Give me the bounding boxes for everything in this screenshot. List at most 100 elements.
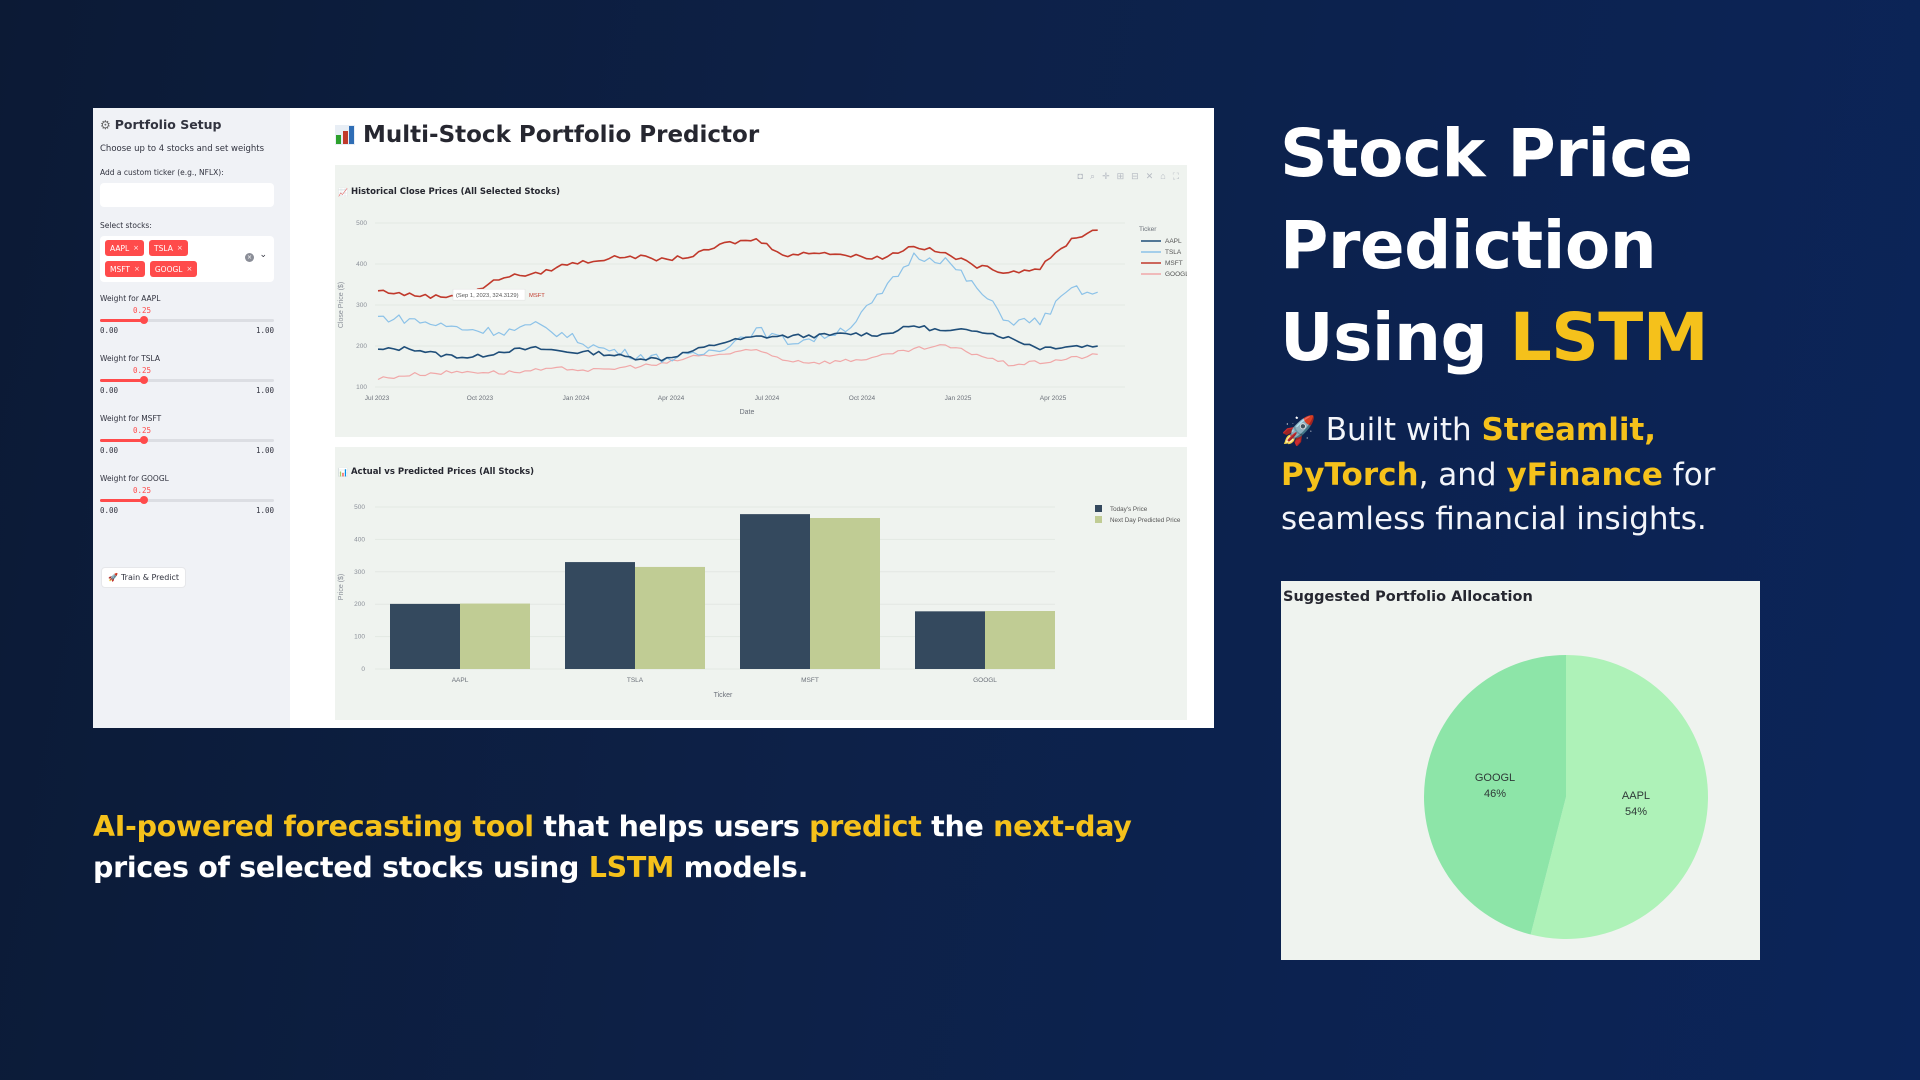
- svg-text:200: 200: [354, 601, 365, 608]
- pie-chart-plot[interactable]: AAPL 54% GOOGL 46%: [1281, 581, 1760, 960]
- camera-icon[interactable]: ◘: [1077, 171, 1084, 181]
- slider-value: 0.25: [133, 486, 152, 495]
- text: Built with: [1315, 412, 1482, 448]
- remove-icon[interactable]: ×: [186, 265, 193, 273]
- tag-tsla[interactable]: TSLA ×: [149, 240, 188, 256]
- svg-text:500: 500: [354, 504, 365, 511]
- slider-track[interactable]: [100, 376, 274, 384]
- tag-msft[interactable]: MSFT ×: [105, 261, 145, 277]
- svg-text:46%: 46%: [1484, 788, 1506, 800]
- svg-text:Jan 2024: Jan 2024: [563, 395, 590, 402]
- slider-track[interactable]: [100, 436, 274, 444]
- remove-icon[interactable]: ×: [134, 265, 140, 273]
- svg-text:500: 500: [356, 220, 367, 227]
- weight-slider-msft[interactable]: Weight for MSFT 0.25 0.00 1.00: [100, 414, 280, 462]
- actual-vs-predicted-chart[interactable]: 📊 Actual vs Predicted Prices (All Stocks…: [335, 447, 1187, 720]
- stock-multiselect[interactable]: AAPL × TSLA × MSFT × GOOGL × × ⌄: [100, 236, 274, 282]
- chevron-down-icon[interactable]: ⌄: [259, 250, 267, 260]
- slider-track[interactable]: [100, 496, 274, 504]
- gear-icon: ⚙: [100, 117, 111, 132]
- chart-title-text: Actual vs Predicted Prices (All Stocks): [350, 467, 535, 477]
- tag-label: GOOGL: [154, 264, 183, 274]
- slider-min: 0.00: [100, 326, 119, 335]
- sidebar-title-text: Portfolio Setup: [114, 117, 222, 132]
- slider-thumb[interactable]: [139, 376, 148, 384]
- portfolio-allocation-chart[interactable]: Suggested Portfolio Allocation AAPL 54% GO…: [1281, 581, 1760, 960]
- main-content: Multi-Stock Portfolio Predictor ◘ ⌕ ✛ ⊞ …: [290, 108, 1214, 728]
- yfinance-highlight: yFinance: [1506, 457, 1663, 493]
- slider-fill: [100, 439, 144, 442]
- weight-slider-aapl[interactable]: Weight for AAPL 0.25 0.00 1.00: [100, 294, 280, 342]
- slider-track[interactable]: [100, 316, 274, 324]
- slider-fill: [100, 379, 144, 382]
- home-icon[interactable]: ⌂: [1160, 171, 1166, 181]
- weight-slider-tsla[interactable]: Weight for TSLA 0.25 0.00 1.00: [100, 354, 280, 402]
- svg-text:400: 400: [356, 261, 367, 268]
- slider-thumb[interactable]: [139, 496, 148, 504]
- svg-text:200: 200: [356, 343, 367, 350]
- fullscreen-icon[interactable]: ⛶: [1172, 171, 1179, 181]
- slider-thumb[interactable]: [139, 316, 148, 324]
- highlight: LSTM: [588, 851, 675, 884]
- chart-modebar: ◘ ⌕ ✛ ⊞ ⊟ ✕ ⌂ ⛶: [1078, 171, 1179, 182]
- autoscale-icon[interactable]: ✕: [1145, 171, 1154, 181]
- train-predict-button[interactable]: 🚀 Train & Predict: [101, 567, 187, 588]
- slider-value: 0.25: [133, 366, 152, 375]
- slider-label: Weight for TSLA: [100, 354, 161, 363]
- text: prices of selected stocks using: [93, 851, 589, 884]
- weight-slider-googl[interactable]: Weight for GOOGL 0.25 0.00 1.00: [100, 474, 280, 522]
- slider-value: 0.25: [133, 306, 152, 315]
- custom-ticker-label: Add a custom ticker (e.g., NFLX):: [100, 168, 224, 177]
- custom-ticker-input[interactable]: [100, 183, 274, 207]
- slider-range: 0.00 1.00: [100, 506, 274, 515]
- historical-chart[interactable]: ◘ ⌕ ✛ ⊞ ⊟ ✕ ⌂ ⛶ 📈 Historical Close Price…: [335, 165, 1189, 437]
- highlight: next-day: [993, 810, 1132, 843]
- tag-googl[interactable]: GOOGL ×: [149, 261, 198, 277]
- zoom-in-icon[interactable]: ⊞: [1116, 171, 1125, 181]
- rocket-icon: 🚀: [1281, 414, 1316, 447]
- clear-all-icon[interactable]: ×: [245, 253, 254, 262]
- slider-range: 0.00 1.00: [100, 386, 274, 395]
- svg-text:Apr 2025: Apr 2025: [1040, 395, 1067, 402]
- highlight: predict: [809, 810, 922, 843]
- slider-min: 0.00: [100, 506, 119, 515]
- tag-label: TSLA: [154, 243, 173, 253]
- svg-text:GOOGL: GOOGL: [973, 677, 997, 684]
- hero-line-2: Prediction: [1280, 207, 1657, 284]
- bar-chart-small-icon: 📊: [338, 467, 348, 477]
- zoom-out-icon[interactable]: ⊟: [1131, 171, 1139, 181]
- tag-label: MSFT: [110, 264, 130, 274]
- slider-range: 0.00 1.00: [100, 326, 274, 335]
- page-title-text: Multi-Stock Portfolio Predictor: [363, 122, 760, 148]
- bar-chart-icon: [335, 125, 355, 145]
- svg-text:AAPL: AAPL: [1165, 238, 1182, 245]
- bar-chart-plot[interactable]: 0 100 200 300 400 500 Price ($) AAPL TSLA MSFT GOO…: [335, 447, 1187, 720]
- slider-min: 0.00: [100, 446, 119, 455]
- text: that helps users: [533, 810, 810, 843]
- highlight: AI-powered forecasting tool: [93, 810, 534, 843]
- hero-line-3: Using LSTM: [1280, 292, 1709, 384]
- slider-thumb[interactable]: [139, 436, 148, 444]
- svg-text:MSFT: MSFT: [801, 677, 819, 684]
- remove-icon[interactable]: ×: [176, 244, 183, 252]
- historical-chart-title: 📈 Historical Close Prices (All Selected …: [338, 187, 560, 197]
- svg-text:Ticker: Ticker: [1139, 226, 1157, 233]
- svg-text:100: 100: [356, 384, 367, 391]
- slider-label: Weight for GOOGL: [100, 474, 169, 483]
- line-chart-plot[interactable]: 100 200 300 400 500 Jul 2023 Oct 2023 Jan 2024 A…: [335, 165, 1189, 437]
- select-stocks-label: Select stocks:: [100, 221, 152, 230]
- slider-fill: [100, 499, 144, 502]
- svg-text:Price ($): Price ($): [338, 574, 345, 600]
- pan-icon[interactable]: ✛: [1102, 171, 1110, 181]
- slider-max: 1.00: [255, 446, 274, 455]
- svg-text:GOOGL: GOOGL: [1165, 271, 1187, 278]
- slider-label: Weight for MSFT: [100, 414, 162, 423]
- svg-text:Apr 2024: Apr 2024: [658, 395, 685, 402]
- svg-text:Oct 2024: Oct 2024: [849, 395, 876, 402]
- svg-text:Jan 2025: Jan 2025: [945, 395, 972, 402]
- remove-icon[interactable]: ×: [133, 244, 140, 252]
- slider-max: 1.00: [255, 386, 274, 395]
- text: for seamless financial insights.: [1281, 457, 1716, 537]
- zoom-icon[interactable]: ⌕: [1090, 171, 1096, 181]
- tag-aapl[interactable]: AAPL ×: [105, 240, 145, 256]
